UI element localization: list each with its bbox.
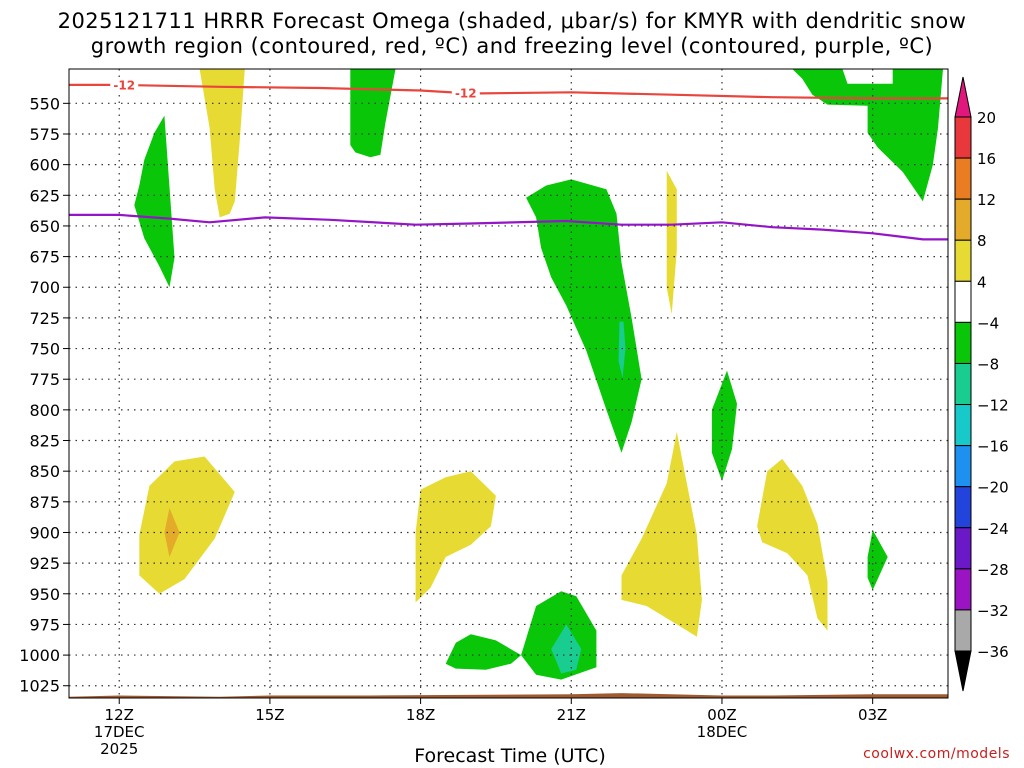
x-tick-label-12-0: 12Z	[105, 706, 134, 724]
contour-layer: -12 -12	[69, 78, 948, 241]
x-tick-label-18-0: 18Z	[406, 706, 435, 724]
omega-region-green-21z-column	[526, 179, 642, 453]
x-tick-label-12-2: 2025	[100, 740, 138, 758]
colorbar-tick-label-4: 4	[977, 273, 987, 291]
colorbar-tick-label-1: 16	[977, 150, 996, 168]
chart-title-line1: 2025121711 HRRR Forecast Omega (shaded, …	[57, 9, 967, 33]
y-tick-label-725: 725	[29, 309, 60, 328]
colorbar-box-7	[954, 404, 972, 447]
colorbar-box-12	[954, 609, 972, 652]
colorbar-box-2	[954, 198, 972, 241]
x-tick-label-12-1: 17DEC	[94, 723, 145, 741]
colorbar-box-6	[954, 362, 972, 406]
y-tick-label-875: 875	[29, 493, 60, 512]
colorbar-tick-label-9: −20	[977, 479, 1009, 497]
colorbar-tick-label-0: 20	[977, 109, 996, 127]
x-axis-title: Forecast Time (UTC)	[414, 745, 606, 767]
colorbar-tick-label-7: −12	[977, 397, 1009, 415]
colorbar-tick-label-8: −16	[977, 438, 1009, 456]
colorbar-tick-label-5: −4	[977, 314, 999, 332]
x-tick-label-27-0: 03Z	[858, 706, 887, 724]
omega-region-orange-13z-spot	[164, 508, 180, 557]
omega-region-yellow-23z-low	[621, 431, 702, 637]
colorbar-box-10	[954, 527, 972, 570]
omega-region-teal-22z-sliver	[618, 321, 626, 378]
omega-region-yellow-23z-upper-sliver	[666, 170, 677, 315]
dgz-contour-label: -12	[455, 87, 477, 101]
y-tick-label-975: 975	[29, 615, 60, 634]
colorbar-box-11	[954, 568, 972, 611]
colorbar-box-4	[954, 280, 972, 323]
colorbar-top-triangle	[954, 76, 972, 118]
y-tick-label-600: 600	[29, 156, 60, 175]
colorbar-box-1	[954, 157, 972, 200]
colorbar-tick-label-10: −24	[977, 520, 1009, 538]
chart-title-line2: growth region (contoured, red, ºC) and f…	[90, 34, 934, 58]
x-tick-label-21-0: 21Z	[557, 706, 586, 724]
colorbar: 20 16 12 8 4 −4 −8 −12 −16 −20 −24 −28 −32 −36	[954, 76, 1009, 692]
y-tick-label-900: 900	[29, 523, 60, 542]
x-tick-label-15-0: 15Z	[255, 706, 284, 724]
dgz-label-bg	[110, 78, 139, 93]
terrain-layer	[69, 693, 948, 698]
y-tick-label-625: 625	[29, 186, 60, 205]
y-tick-label-550: 550	[29, 94, 60, 113]
y-tick-label-825: 825	[29, 432, 60, 451]
colorbar-box-5	[954, 321, 972, 364]
y-tick-label-575: 575	[29, 125, 60, 144]
colorbar-box-8	[954, 445, 972, 488]
omega-region-green-27z-upper	[792, 69, 943, 202]
colorbar-box-9	[954, 486, 972, 529]
omega-region-green-27z-low	[867, 530, 888, 591]
omega-shading-layer	[134, 69, 943, 680]
omega-region-yellow-18z-low	[415, 471, 496, 603]
y-tick-label-675: 675	[29, 248, 60, 267]
freezing-level-line	[69, 213, 948, 241]
colorbar-tick-label-13: −36	[977, 643, 1009, 661]
y-tick-label-750: 750	[29, 340, 60, 359]
y-tick-label-1000: 1000	[19, 646, 60, 665]
omega-region-yellow-14z-upper	[199, 69, 245, 218]
omega-region-green-12z-mid	[134, 115, 175, 288]
y-tick-label-800: 800	[29, 401, 60, 420]
y-tick-label-700: 700	[29, 278, 60, 297]
y-tick-label-925: 925	[29, 554, 60, 573]
omega-region-yellow-25z-low	[757, 458, 828, 631]
x-tick-label-24-1: 18DEC	[697, 723, 748, 741]
dgz-contour-label: -12	[113, 79, 135, 93]
axes-layer: 550 575 600 625 650 675 700 725 750 775 800 825 850 8…	[19, 94, 887, 758]
y-tick-label-775: 775	[29, 370, 60, 389]
omega-region-green-17z-upper	[350, 69, 396, 158]
grid-layer	[69, 69, 948, 698]
colorbar-tick-label-11: −28	[977, 561, 1009, 579]
y-tick-label-950: 950	[29, 585, 60, 604]
y-tick-label-650: 650	[29, 217, 60, 236]
dgz-label-bg	[451, 86, 480, 101]
x-tick-label-24-0: 00Z	[707, 706, 736, 724]
colorbar-tick-label-3: 8	[977, 232, 987, 250]
omega-region-yellow-13z-low	[139, 456, 235, 594]
colorbar-box-0	[954, 116, 972, 159]
colorbar-tick-label-12: −32	[977, 602, 1009, 620]
omega-region-green-19z-low	[445, 634, 522, 670]
y-tick-label-1025: 1025	[19, 677, 60, 696]
credit-link[interactable]: coolwx.com/models	[863, 746, 1010, 762]
omega-region-green-24z-mid	[711, 370, 737, 481]
terrain-fill	[69, 693, 948, 698]
colorbar-bottom-triangle	[954, 650, 972, 692]
colorbar-tick-label-6: −8	[977, 355, 999, 373]
colorbar-box-3	[954, 239, 972, 282]
colorbar-tick-label-2: 12	[977, 191, 996, 209]
omega-region-teal-21z-low	[551, 624, 582, 674]
y-tick-label-850: 850	[29, 462, 60, 481]
plot-frame	[68, 68, 949, 699]
